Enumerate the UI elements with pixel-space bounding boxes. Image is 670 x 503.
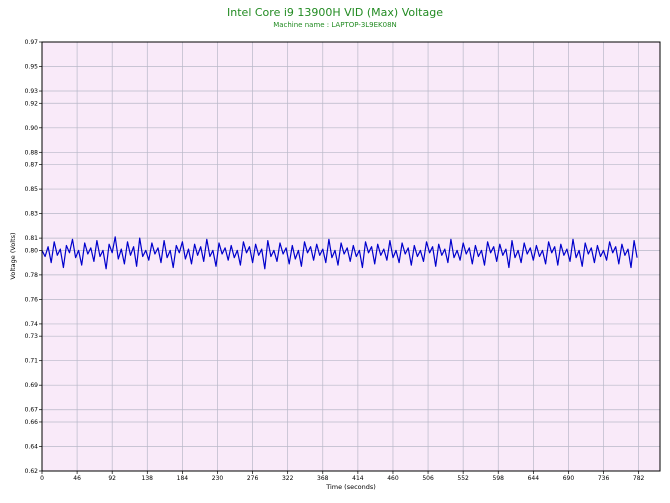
x-tick-labels: 0 46 92 138 184 230 276 322 368 414 460 506 552 598 64… <box>40 475 644 482</box>
y-tick-label: 0.87 <box>25 162 39 169</box>
y-tick-label: 0.71 <box>25 358 39 365</box>
y-tick-label: 0.76 <box>25 296 39 303</box>
x-tick-label: 506 <box>422 475 434 482</box>
y-axis-label: Voltage (Volts) <box>9 232 17 279</box>
y-tick-label: 0.78 <box>25 272 39 279</box>
y-tick-label: 0.81 <box>25 235 39 242</box>
x-tick-label: 184 <box>177 475 189 482</box>
x-tick-label: 138 <box>142 475 154 482</box>
y-tick-label: 0.62 <box>25 468 39 475</box>
x-tick-label: 598 <box>493 475 505 482</box>
y-tick-labels: 0.62 0.64 0.66 0.67 0.69 0.71 0.73 0.74 0.76 0.78… <box>25 39 39 475</box>
x-tick-label: 322 <box>282 475 294 482</box>
chart-subtitle: Machine name : LAPTOP-3L9EK08N <box>273 21 397 29</box>
y-tick-label: 0.80 <box>25 247 39 254</box>
x-tick-label: 230 <box>212 475 224 482</box>
y-tick-label: 0.66 <box>25 419 39 426</box>
grid-lines <box>39 41 660 474</box>
x-axis-label: Time (seconds) <box>325 483 376 491</box>
x-tick-label: 644 <box>528 475 540 482</box>
y-tick-label: 0.88 <box>25 149 39 156</box>
x-tick-label: 276 <box>247 475 259 482</box>
y-tick-label: 0.97 <box>25 39 39 46</box>
y-tick-label: 0.93 <box>25 88 39 95</box>
y-tick-label: 0.92 <box>25 100 39 107</box>
y-tick-label: 0.83 <box>25 211 39 218</box>
x-tick-label: 460 <box>387 475 399 482</box>
plot-frame <box>41 41 661 472</box>
y-tick-label: 0.73 <box>25 333 39 340</box>
y-tick-label: 0.90 <box>25 125 39 132</box>
x-tick-label: 0 <box>40 475 44 482</box>
y-tick-label: 0.67 <box>25 407 39 414</box>
y-tick-label: 0.74 <box>25 321 39 328</box>
y-tick-label: 0.85 <box>25 186 39 193</box>
voltage-series-line <box>41 236 638 270</box>
y-tick-label: 0.64 <box>25 443 39 450</box>
chart-title: Intel Core i9 13900H VID (Max) Voltage <box>227 6 443 19</box>
series-layer <box>41 236 638 270</box>
y-tick-label: 0.69 <box>25 382 39 389</box>
x-tick-label: 414 <box>352 475 364 482</box>
x-tick-label: 552 <box>457 475 469 482</box>
x-tick-label: 690 <box>563 475 575 482</box>
x-tick-label: 782 <box>633 475 645 482</box>
y-tick-label: 0.95 <box>25 64 39 71</box>
x-tick-label: 92 <box>108 475 116 482</box>
x-tick-label: 368 <box>317 475 329 482</box>
x-tick-label: 46 <box>73 475 81 482</box>
x-tick-label: 736 <box>598 475 610 482</box>
